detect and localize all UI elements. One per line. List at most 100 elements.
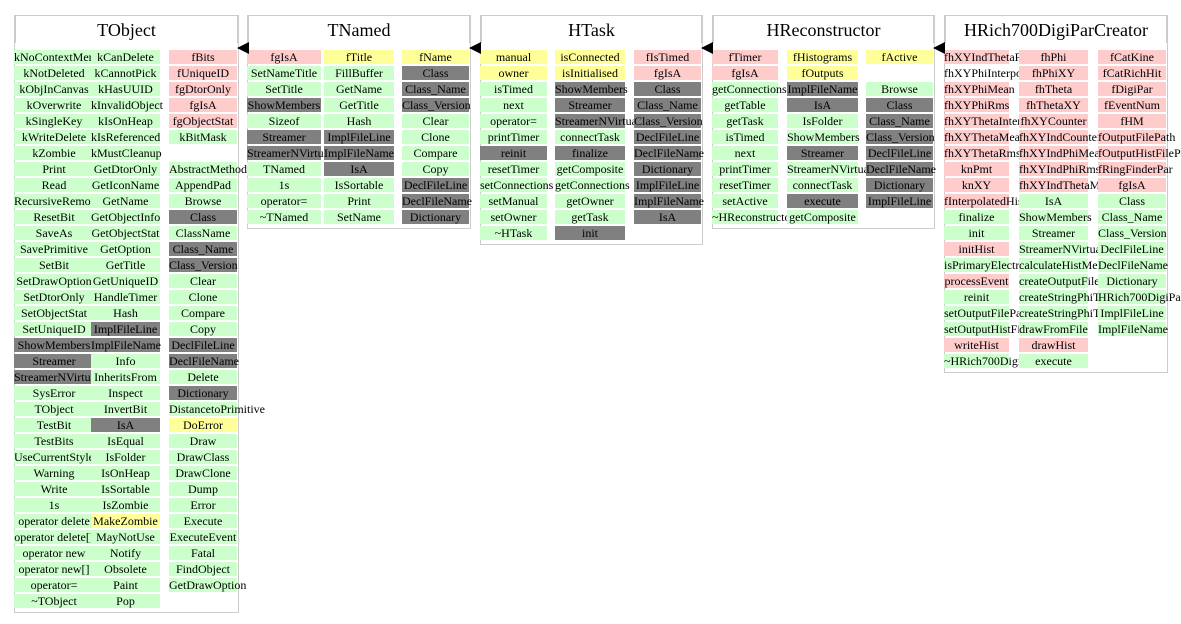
member-cell: processEvent	[944, 274, 1009, 288]
member-cell: finalize	[555, 146, 625, 160]
member-cell: MayNotUse	[91, 530, 160, 544]
member-cell: resetTimer	[712, 178, 778, 192]
member-cell: SetDrawOption	[14, 274, 94, 288]
inheritance-arrow-icon	[701, 42, 713, 54]
member-cell: fgIsA	[247, 50, 321, 64]
member-cell: HRich700DigiParCreator	[1098, 290, 1181, 304]
member-cell: ClassName	[169, 226, 237, 240]
member-cell: DeclFileName	[634, 146, 704, 160]
member-cell: DeclFileLine	[169, 338, 237, 352]
member-cell: IsSortable	[324, 178, 394, 192]
member-cell: ShowMembers	[787, 130, 860, 144]
member-cell: fgIsA	[712, 66, 778, 80]
member-cell: Copy	[169, 322, 237, 336]
member-cell: fhXYCounter	[1019, 114, 1088, 128]
member-cell: next	[712, 146, 778, 160]
member-cell: DeclFileLine	[634, 130, 701, 144]
member-cell: setOutputHistFilePath	[944, 322, 1051, 336]
member-cell: DeclFileName	[866, 162, 936, 176]
member-cell: Execute	[169, 514, 237, 528]
member-cell: init	[555, 226, 625, 240]
member-cell: IsEqual	[91, 434, 160, 448]
member-cell: Class	[169, 210, 237, 224]
member-cell: fName	[402, 50, 469, 64]
member-cell: fOutputFilePath	[1098, 130, 1176, 144]
member-cell: fCatKine	[1098, 50, 1166, 64]
member-cell: ~HTask	[480, 226, 547, 240]
member-cell: owner	[480, 66, 547, 80]
member-cell: DeclFileLine	[866, 146, 933, 160]
member-cell: fhXYPhiMean	[944, 82, 1015, 96]
member-cell: getTask	[555, 210, 625, 224]
member-cell: isTimed	[712, 130, 778, 144]
member-cell: StreamerNVirtual	[247, 146, 333, 160]
member-cell: fIsTimed	[634, 50, 701, 64]
member-cell: fhXYIndThetaMean	[1019, 178, 1117, 192]
member-cell: SetDtorOnly	[14, 290, 94, 304]
member-cell: kZombie	[14, 146, 94, 160]
member-cell: execute	[1019, 354, 1088, 368]
member-cell: kBitMask	[169, 130, 237, 144]
member-cell: kWriteDelete	[14, 130, 94, 144]
member-cell: Browse	[866, 82, 933, 96]
member-cell: fhXYThetaMean	[944, 130, 1026, 144]
member-cell: Clone	[402, 130, 469, 144]
member-cell: connectTask	[555, 130, 625, 144]
member-cell: GetDrawOption	[169, 578, 247, 592]
member-cell: fgIsA	[1098, 178, 1166, 192]
member-cell: Dictionary	[1098, 274, 1166, 288]
member-cell: GetOption	[91, 242, 160, 256]
member-cell: kSingleKey	[14, 114, 94, 128]
member-cell: operator=	[14, 578, 94, 592]
member-cell: setActive	[712, 194, 778, 208]
member-cell: setOwner	[480, 210, 547, 224]
member-cell: ~TObject	[14, 594, 94, 608]
member-cell: SetName	[324, 210, 394, 224]
member-cell: Paint	[91, 578, 160, 592]
member-cell: Compare	[402, 146, 469, 160]
member-cell: kObjInCanvas	[14, 82, 94, 96]
member-cell: TNamed	[247, 162, 321, 176]
class-title: TNamed	[248, 15, 470, 43]
member-cell: Class	[402, 66, 469, 80]
member-cell: Dump	[169, 482, 237, 496]
member-cell: fEventNum	[1098, 98, 1166, 112]
member-cell: ImplFileName	[787, 82, 858, 96]
member-cell: kCannotPick	[91, 66, 160, 80]
member-cell: IsFolder	[787, 114, 858, 128]
member-cell: DeclFileLine	[402, 178, 469, 192]
member-cell: initHist	[944, 242, 1009, 256]
member-cell: fUniqueID	[169, 66, 237, 80]
member-cell: operator=	[247, 194, 321, 208]
member-cell: ResetBit	[14, 210, 94, 224]
member-cell: fhXYPhiRms	[944, 98, 1010, 112]
member-cell: printTimer	[480, 130, 547, 144]
member-cell: setConnections	[480, 178, 554, 192]
member-cell: fTitle	[324, 50, 394, 64]
member-cell: IsFolder	[91, 450, 160, 464]
member-cell: operator delete[]	[14, 530, 94, 544]
member-cell: getOwner	[555, 194, 625, 208]
member-cell: InheritsFrom	[91, 370, 160, 384]
member-cell: ~HRich700DigiParCreator	[944, 354, 1074, 368]
member-cell: 1s	[247, 178, 321, 192]
member-cell: drawHist	[1019, 338, 1088, 352]
member-cell: Class_Version	[634, 114, 703, 128]
member-cell: Error	[169, 498, 237, 512]
member-cell: setOutputFilePath	[944, 306, 1031, 320]
member-cell: SetNameTitle	[247, 66, 321, 80]
member-cell: Streamer	[1019, 226, 1088, 240]
member-cell: StreamerNVirtual	[1019, 242, 1105, 256]
member-cell: printTimer	[712, 162, 778, 176]
member-cell: fgObjectStat	[169, 114, 237, 128]
member-cell: ShowMembers	[1019, 210, 1092, 224]
member-cell: fhXYIndThetaRms	[944, 50, 1037, 64]
member-cell: fgIsA	[634, 66, 701, 80]
member-cell: init	[944, 226, 1009, 240]
member-cell: SetObjectStat	[14, 306, 94, 320]
member-cell: ImplFileLine	[1098, 306, 1166, 320]
member-cell: fhPhi	[1019, 50, 1088, 64]
inheritance-arrow-icon	[469, 42, 481, 54]
member-cell: ImplFileName	[1098, 322, 1168, 336]
member-cell: kOverwrite	[14, 98, 94, 112]
